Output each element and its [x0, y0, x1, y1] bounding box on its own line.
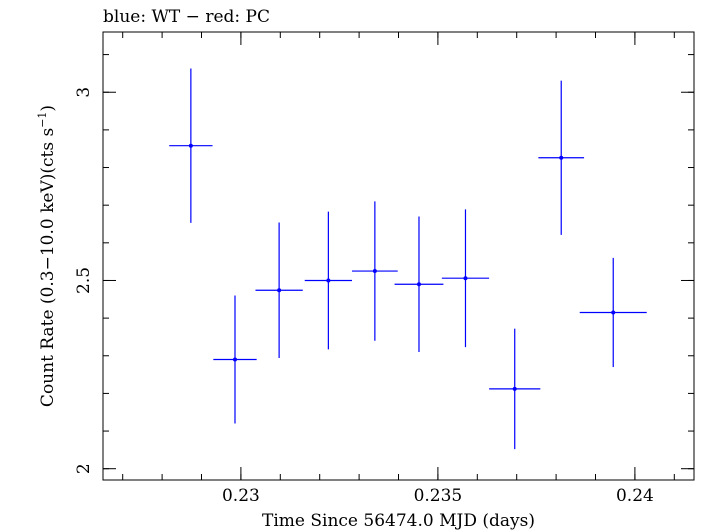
point-marker [611, 310, 616, 315]
point-marker [277, 288, 282, 293]
point-marker [232, 357, 237, 362]
y-tick-label: 3 [74, 87, 94, 98]
x-axis-tick-labels: 0.23 0.235 0.24 [222, 486, 654, 506]
data-point [304, 211, 353, 350]
y-tick-label: 2.5 [74, 267, 94, 294]
data-point [579, 257, 647, 368]
point-marker [512, 386, 517, 391]
x-axis-label: Time Since 56474.0 MJD (days) [262, 511, 535, 531]
data-point [441, 209, 490, 348]
y-axis-ticks [103, 54, 694, 470]
data-point [352, 201, 398, 341]
y-axis-label-end: ) [38, 105, 58, 112]
data-series [169, 68, 647, 450]
data-point [213, 295, 257, 424]
chart-title: blue: WT − red: PC [103, 7, 270, 27]
plot-frame [102, 31, 695, 481]
data-point [255, 222, 303, 359]
data-point [489, 328, 541, 450]
y-axis-label-superscript: −1 [36, 112, 49, 128]
y-axis-label: Count Rate (0.3−10.0 keV)(cts s−1) [36, 105, 58, 407]
x-tick-label: 0.23 [222, 486, 260, 506]
y-axis-label-main: Count Rate (0.3−10.0 keV)(cts s [38, 128, 58, 407]
point-marker [326, 278, 331, 283]
data-point [169, 68, 213, 223]
y-tick-label: 2 [74, 463, 94, 474]
x-tick-label: 0.24 [616, 486, 654, 506]
point-marker [416, 282, 421, 287]
data-point [394, 216, 444, 352]
point-marker [188, 143, 193, 148]
x-axis-ticks [122, 32, 675, 480]
x-tick-label: 0.235 [414, 486, 463, 506]
point-marker [463, 276, 468, 281]
data-point [538, 80, 585, 235]
y-axis-tick-labels: 22.53 [74, 87, 94, 474]
point-marker [559, 155, 564, 160]
point-marker [372, 269, 377, 274]
